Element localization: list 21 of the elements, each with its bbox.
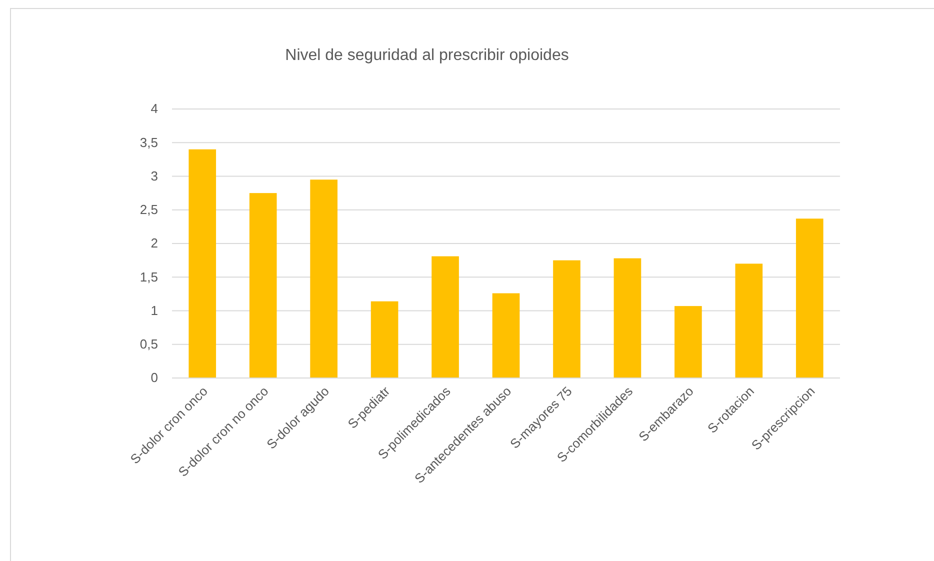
y-tick-label: 1,5 xyxy=(140,269,158,284)
bar xyxy=(553,260,580,378)
y-tick-label: 0 xyxy=(150,370,158,386)
bar xyxy=(310,180,338,378)
bar xyxy=(674,306,702,378)
y-tick-label: 0,5 xyxy=(140,336,158,352)
y-tick-label: 2 xyxy=(150,236,158,251)
y-tick-label: 3,5 xyxy=(140,134,158,150)
bar xyxy=(249,193,277,378)
y-tick-label: 1 xyxy=(150,302,158,318)
y-tick-label: 4 xyxy=(150,101,158,116)
y-tick-label: 3 xyxy=(150,168,158,184)
chart-title: Nivel de seguridad al prescribir opioides xyxy=(285,47,569,64)
bar xyxy=(614,258,642,378)
y-tick-label: 2,5 xyxy=(140,202,158,218)
bar xyxy=(370,301,398,378)
bar xyxy=(492,293,520,378)
bar xyxy=(796,218,824,378)
bar xyxy=(432,256,459,378)
bar xyxy=(188,149,216,378)
bar xyxy=(735,264,763,378)
